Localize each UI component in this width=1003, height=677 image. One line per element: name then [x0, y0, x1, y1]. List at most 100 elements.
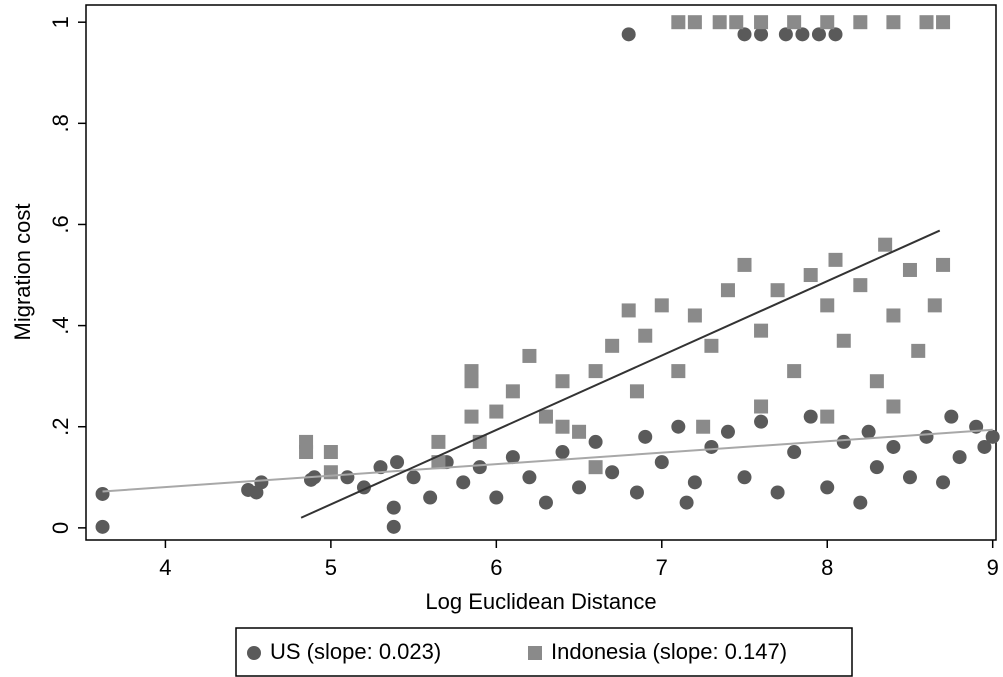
scatter-point: [671, 364, 686, 379]
scatter-point: [985, 429, 1000, 444]
scatter-point: [572, 480, 587, 495]
scatter-point: [952, 450, 967, 465]
scatter-point: [704, 439, 719, 454]
scatter-point: [911, 343, 926, 358]
scatter-point: [754, 323, 769, 338]
scatter-point: [795, 27, 810, 42]
scatter-point: [886, 15, 901, 30]
x-tick-label: 4: [159, 555, 171, 580]
scatter-point: [386, 519, 401, 534]
scatter-point: [588, 460, 603, 475]
y-tick-label: 0: [48, 522, 73, 534]
legend-label: US (slope: 0.023): [270, 639, 441, 664]
x-tick-label: 6: [490, 555, 502, 580]
x-tick-label: 8: [821, 555, 833, 580]
scatter-point: [787, 364, 802, 379]
scatter-point: [254, 475, 269, 490]
scatter-point: [820, 409, 835, 424]
scatter-point: [977, 439, 992, 454]
scatter-point: [522, 470, 537, 485]
fit-line: [300, 229, 941, 519]
scatter-point: [869, 374, 884, 389]
scatter-point: [704, 338, 719, 353]
scatter-point: [489, 404, 504, 419]
scatter-point: [754, 27, 769, 42]
scatter-point: [919, 429, 934, 444]
scatter-point: [555, 445, 570, 460]
scatter-point: [390, 455, 405, 470]
scatter-point: [770, 283, 785, 298]
scatter-point: [95, 486, 110, 501]
scatter-point: [836, 333, 851, 348]
scatter-point: [538, 495, 553, 510]
scatter-point: [828, 27, 843, 42]
scatter-point: [431, 434, 446, 449]
scatter-point: [95, 519, 110, 534]
scatter-point: [654, 298, 669, 313]
scatter-point: [820, 480, 835, 495]
scatter-point: [340, 470, 355, 485]
legend-label: Indonesia (slope: 0.147): [551, 639, 787, 664]
scatter-point: [588, 434, 603, 449]
scatter-point: [944, 409, 959, 424]
scatter-point: [787, 15, 802, 30]
x-axis-label: Log Euclidean Distance: [425, 589, 656, 614]
scatter-point: [621, 27, 636, 42]
scatter-point: [927, 298, 942, 313]
scatter-point: [406, 470, 421, 485]
scatter-point: [803, 409, 818, 424]
y-tick-label: .2: [48, 418, 73, 436]
scatter-point: [936, 475, 951, 490]
scatter-point: [729, 15, 744, 30]
scatter-point: [323, 465, 338, 480]
x-tick-label: 9: [987, 555, 999, 580]
scatter-point: [386, 500, 401, 515]
y-axis-label: Migration cost: [10, 204, 35, 341]
plot-frame: [85, 4, 997, 541]
scatter-point: [687, 475, 702, 490]
y-tick-label: .8: [48, 114, 73, 132]
scatter-point: [629, 485, 644, 500]
scatter-point: [538, 409, 553, 424]
scatter-point: [671, 419, 686, 434]
scatter-point: [886, 399, 901, 414]
fit-line: [102, 428, 993, 493]
y-tick-label: .6: [48, 215, 73, 233]
scatter-point: [323, 445, 338, 460]
scatter-point: [778, 27, 793, 42]
scatter-point: [853, 495, 868, 510]
scatter-point: [572, 424, 587, 439]
scatter-point: [737, 27, 752, 42]
scatter-point: [737, 470, 752, 485]
scatter-point: [621, 303, 636, 318]
scatter-point: [629, 384, 644, 399]
scatter-point: [654, 455, 669, 470]
y-tick-label: 1: [48, 16, 73, 28]
scatter-point: [489, 490, 504, 505]
x-tick-label: 7: [656, 555, 668, 580]
scatter-point: [811, 27, 826, 42]
scatter-point: [803, 268, 818, 283]
scatter-point: [820, 298, 835, 313]
legend-marker: [528, 646, 542, 660]
x-tick-label: 5: [325, 555, 337, 580]
scatter-point: [605, 338, 620, 353]
scatter-point: [919, 15, 934, 30]
scatter-point: [902, 262, 917, 277]
scatter-point: [737, 257, 752, 272]
scatter-point: [464, 409, 479, 424]
scatter-point: [853, 278, 868, 293]
scatter-point: [886, 439, 901, 454]
scatter-point: [638, 429, 653, 444]
scatter-point: [720, 283, 735, 298]
scatter-point: [522, 348, 537, 363]
scatter-point: [679, 495, 694, 510]
scatter-point: [638, 328, 653, 343]
scatter-point: [820, 15, 835, 30]
scatter-point: [555, 374, 570, 389]
scatter-point: [720, 424, 735, 439]
scatter-point: [464, 374, 479, 389]
scatter-point: [505, 384, 520, 399]
scatter-point: [472, 460, 487, 475]
